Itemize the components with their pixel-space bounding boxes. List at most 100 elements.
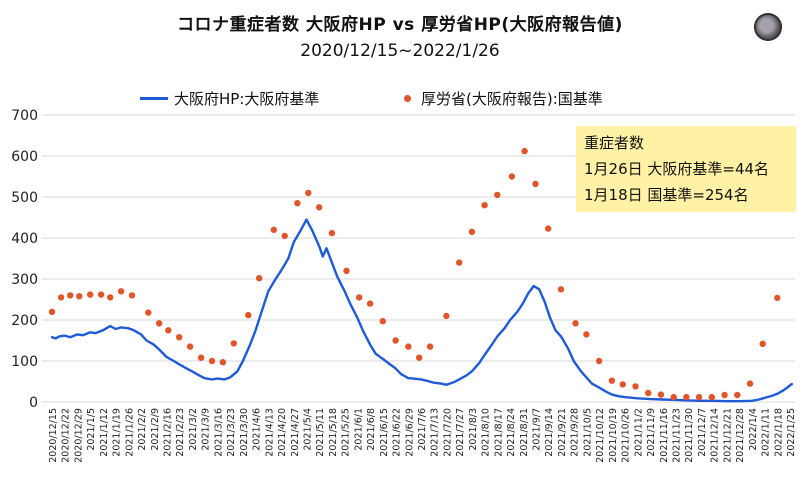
data-point — [97, 291, 105, 298]
data-point — [176, 334, 183, 341]
x-tick-label: 2021/6/1 — [353, 408, 364, 451]
x-tick-label: 2021/1/5 — [86, 408, 97, 451]
data-point — [316, 204, 323, 211]
data-point — [294, 200, 301, 207]
x-tick-label: 2021/1/26 — [124, 408, 135, 457]
x-tick-label: 2021/6/22 — [392, 408, 403, 457]
data-point — [426, 343, 434, 350]
x-tick-label: 2021/8/17 — [493, 408, 504, 457]
x-tick-label: 2021/3/16 — [213, 408, 224, 457]
data-point — [708, 393, 715, 401]
x-tick-label: 2021/12/28 — [735, 408, 746, 463]
x-tick-label: 2021/12/14 — [710, 408, 721, 463]
x-tick-label: 2021/4/6 — [252, 408, 263, 451]
data-point — [356, 294, 363, 301]
x-tick-label: 2021/3/30 — [239, 408, 250, 457]
chart-subtitle: 2020/12/15~2022/1/26 — [300, 41, 500, 61]
x-tick-label: 2020/12/22 — [61, 408, 72, 463]
grid-lines — [42, 114, 795, 403]
x-tick-label: 2021/11/9 — [646, 408, 657, 457]
y-tick-label: 600 — [11, 149, 38, 165]
x-tick-label: 2021/5/4 — [302, 408, 313, 451]
x-tick-label: 2021/9/7 — [532, 408, 543, 451]
data-point — [366, 300, 374, 307]
x-tick-label: 2021/11/2 — [633, 408, 644, 457]
x-tick-label: 2022/1/18 — [773, 408, 784, 457]
data-point — [219, 359, 227, 366]
x-tick-label: 2021/3/2 — [188, 408, 199, 451]
x-tick-label: 2021/7/6 — [417, 408, 428, 451]
data-point — [305, 189, 312, 197]
x-tick-label: 2021/4/20 — [277, 408, 288, 457]
data-point — [208, 357, 216, 365]
data-point — [48, 308, 56, 315]
x-tick-label: 2021/4/13 — [264, 408, 275, 457]
x-tick-label: 2021/6/15 — [379, 408, 390, 457]
data-point — [165, 327, 172, 334]
x-tick-label: 2021/10/19 — [608, 408, 619, 463]
data-point — [521, 147, 528, 155]
x-tick-label: 2021/9/21 — [557, 408, 568, 457]
data-point — [456, 259, 463, 266]
x-tick-label: 2021/4/27 — [290, 408, 301, 457]
x-tick-label: 2021/2/2 — [137, 408, 148, 451]
data-point — [734, 391, 741, 399]
info-box: 重症者数 1月26日 大阪府基準=44名 1月18日 国基準=254名 — [576, 126, 796, 212]
x-tick-label: 2022/1/25 — [786, 408, 797, 457]
x-tick-label: 2021/2/9 — [150, 408, 161, 451]
data-point — [328, 229, 336, 237]
x-tick-label: 2021/8/31 — [519, 408, 530, 457]
data-point — [230, 340, 237, 347]
x-tick-label: 2021/1/19 — [112, 408, 123, 457]
avatar[interactable] — [754, 13, 782, 41]
x-tick-label: 2021/3/9 — [201, 408, 212, 451]
chart-title: コロナ重症者数 大阪府HP vs 厚労省HP(大阪府報告値) — [177, 15, 623, 35]
x-tick-label: 2021/5/25 — [341, 408, 352, 457]
y-tick-label: 300 — [11, 272, 38, 288]
data-point — [256, 275, 263, 282]
y-tick-label: 400 — [11, 231, 38, 247]
x-tick-label: 2020/12/15 — [48, 408, 59, 463]
info-line-national: 1月18日 国基準=254名 — [584, 186, 749, 204]
data-point — [416, 354, 423, 361]
data-point — [443, 312, 450, 320]
x-tick-label: 2021/11/23 — [671, 408, 682, 463]
x-tick-label: 2021/11/30 — [684, 408, 695, 463]
data-point — [379, 318, 386, 325]
data-point — [67, 292, 74, 299]
data-point — [608, 377, 616, 384]
x-tick-label: 2020/12/29 — [73, 408, 84, 463]
x-tick-label: 2021/10/26 — [621, 408, 632, 463]
data-point — [532, 180, 539, 188]
data-point — [683, 393, 690, 401]
legend-item-osaka: 大阪府HP:大阪府基準 — [140, 88, 319, 109]
data-point — [468, 228, 476, 235]
x-tick-label: 2021/7/27 — [455, 408, 466, 457]
x-tick-label: 2021/6/29 — [404, 408, 415, 457]
data-point — [670, 393, 677, 401]
x-tick-label: 2022/1/4 — [748, 408, 759, 451]
legend-item-mhlw: 厚労省(大阪府報告):国基準 — [404, 88, 603, 109]
x-tick-label: 2021/5/18 — [328, 408, 339, 457]
data-point — [57, 294, 65, 301]
info-line-osaka: 1月26日 大阪府基準=44名 — [584, 160, 770, 178]
x-tick-label: 2021/8/10 — [481, 408, 492, 457]
data-point — [392, 337, 399, 344]
x-tick-label: 2021/8/24 — [506, 408, 517, 457]
data-point — [481, 202, 488, 209]
data-point — [572, 320, 579, 327]
info-title: 重症者数 — [584, 134, 645, 152]
data-point — [657, 391, 665, 398]
x-tick-label: 2021/12/21 — [722, 408, 733, 463]
data-point — [545, 225, 552, 232]
y-tick-label: 200 — [11, 313, 38, 329]
x-tick-label: 2021/5/11 — [315, 408, 326, 457]
series-line-osaka — [50, 218, 793, 403]
data-point — [405, 343, 412, 350]
y-tick-label: 0 — [29, 395, 38, 411]
data-point — [107, 294, 114, 301]
x-tick-label: 2021/2/16 — [163, 408, 174, 457]
x-tick-label: 2022/1/11 — [761, 408, 772, 457]
data-point — [645, 389, 652, 397]
